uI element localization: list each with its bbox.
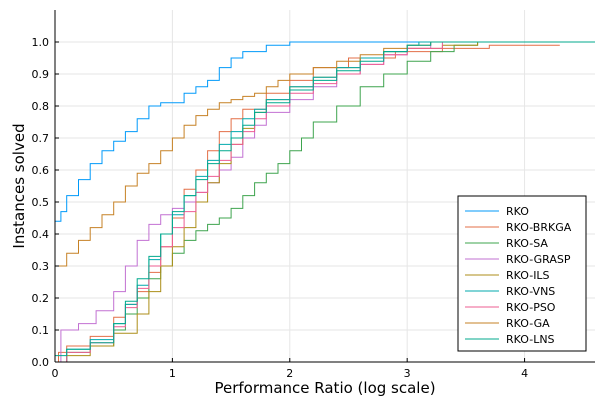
y-tick-label: 0.0: [32, 356, 50, 369]
legend-label: RKO-LNS: [506, 333, 555, 346]
series-line-rko-ga: [55, 41, 595, 267]
legend-label: RKO-VNS: [506, 285, 555, 298]
series-line-rko: [55, 41, 595, 222]
y-tick-labels: 0.0 0.1 0.2 0.3 0.4 0.5 0.6 0.7 0.8 0.9 1.0: [32, 36, 59, 369]
y-tick-label: 1.0: [32, 36, 50, 49]
legend-label: RKO-GA: [506, 317, 550, 330]
y-tick-label: 0.3: [32, 260, 50, 273]
series-layer: [55, 41, 595, 363]
legend-label: RKO-GRASP: [506, 253, 571, 266]
y-tick-label: 0.9: [32, 68, 50, 81]
legend-label: RKO-PSO: [506, 301, 556, 314]
x-tick-label: 4: [521, 367, 528, 380]
x-tick-label: 0: [52, 367, 59, 380]
legend-label: RKO-SA: [506, 237, 548, 250]
series-line-rko-sa: [55, 41, 595, 363]
legend: RKO RKO-BRKGA RKO-SA RKO-GRASP RKO-ILS RKO-VN…: [457, 195, 587, 352]
y-tick-label: 0.6: [32, 164, 50, 177]
x-tick-label: 1: [169, 367, 176, 380]
x-tick-label: 2: [286, 367, 293, 380]
y-tick-label: 0.1: [32, 324, 50, 337]
axes: [54, 10, 595, 363]
x-tick-labels: 0 1 2 3 4: [52, 358, 528, 380]
legend-box: [457, 195, 587, 352]
legend-label: RKO: [506, 205, 529, 218]
legend-label: RKO-ILS: [506, 269, 550, 282]
y-tick-label: 0.7: [32, 132, 50, 145]
legend-label: RKO-BRKGA: [506, 221, 572, 234]
y-axis-label: Instances solved: [10, 123, 28, 248]
y-tick-label: 0.8: [32, 100, 50, 113]
y-tick-label: 0.4: [32, 228, 50, 241]
y-tick-label: 0.5: [32, 196, 50, 209]
y-tick-label: 0.2: [32, 292, 50, 305]
series-line-rko-lns: [55, 41, 595, 357]
x-tick-label: 3: [404, 367, 411, 380]
x-axis-label: Performance Ratio (log scale): [214, 379, 435, 397]
